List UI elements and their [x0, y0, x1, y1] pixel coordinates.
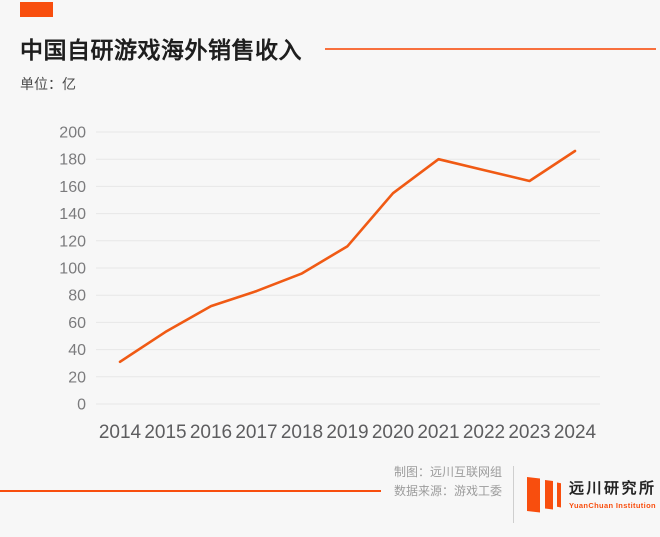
x-tick-label: 2017	[235, 422, 277, 443]
x-tick-label: 2022	[463, 422, 505, 443]
title-rule	[325, 48, 656, 50]
x-tick-label: 2014	[99, 422, 142, 443]
y-tick-label: 100	[59, 261, 86, 278]
x-tick-label: 2016	[190, 422, 232, 443]
y-tick-label: 120	[59, 233, 86, 250]
x-tick-label: 2015	[144, 422, 186, 443]
x-tick-label: 2024	[554, 422, 597, 443]
footer-rule	[0, 490, 381, 492]
y-tick-label: 180	[59, 152, 86, 169]
accent-block	[20, 2, 53, 17]
logo-bars-icon	[527, 477, 561, 513]
y-tick-label: 140	[59, 206, 86, 223]
y-tick-label: 80	[68, 288, 86, 305]
logo-text-block: 远川研究所 YuanChuan Institution	[569, 474, 657, 510]
y-tick-label: 20	[68, 369, 86, 386]
logo-name: 远川研究所	[569, 480, 657, 497]
credits: 制图：远川互联网组 数据来源：游戏工委	[394, 463, 502, 501]
revenue-line	[118, 149, 577, 364]
x-tick-label: 2018	[281, 422, 323, 443]
x-tick-label: 2019	[326, 422, 368, 443]
credit-maker: 制图：远川互联网组	[393, 465, 502, 479]
footer-divider	[513, 466, 514, 523]
x-tick-label: 2021	[417, 422, 459, 443]
y-tick-label: 0	[77, 397, 86, 414]
credit-source: 数据来源：游戏工委	[393, 484, 502, 498]
y-tick-label: 160	[59, 179, 86, 196]
x-tick-label: 2023	[508, 422, 550, 443]
yuanchuan-logo: 远川研究所 YuanChuan Institution	[525, 474, 657, 516]
y-tick-label: 40	[68, 342, 86, 359]
unit-label: 单位：亿	[20, 76, 76, 92]
y-tick-label: 60	[68, 315, 86, 332]
logo-subname: YuanChuan Institution	[569, 501, 656, 510]
x-tick-label: 2020	[372, 422, 414, 443]
y-tick-label: 200	[59, 125, 86, 142]
page-title: 中国自研游戏海外销售收入	[20, 37, 302, 63]
